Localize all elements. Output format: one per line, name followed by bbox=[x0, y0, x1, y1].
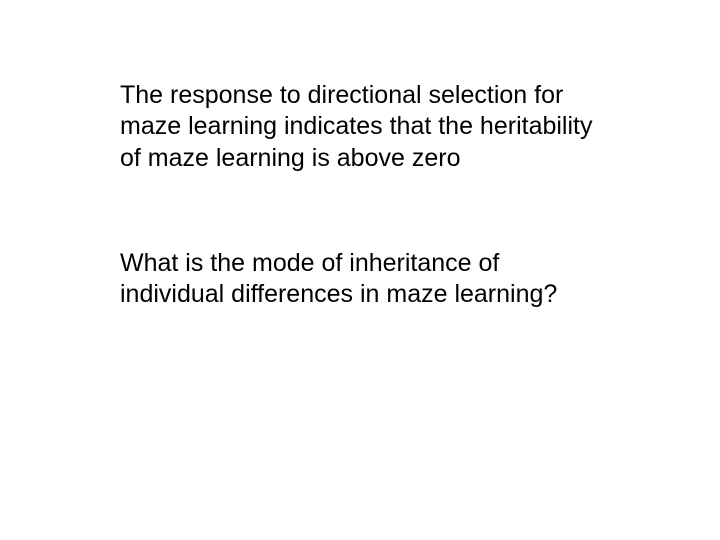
paragraph-1: The response to directional selection fo… bbox=[120, 80, 620, 174]
slide: The response to directional selection fo… bbox=[0, 0, 720, 540]
paragraph-2: What is the mode of inheritance of indiv… bbox=[120, 248, 600, 311]
